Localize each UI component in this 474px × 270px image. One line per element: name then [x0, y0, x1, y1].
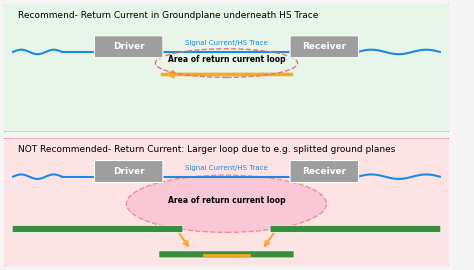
Text: Signal Current/HS Trace: Signal Current/HS Trace: [185, 165, 268, 171]
Text: Recommend- Return Current in Groundplane underneath HS Trace: Recommend- Return Current in Groundplane…: [18, 11, 318, 20]
FancyBboxPatch shape: [270, 225, 441, 232]
FancyBboxPatch shape: [290, 36, 358, 58]
Text: Area of return current loop: Area of return current loop: [168, 55, 285, 64]
Text: Receiver: Receiver: [302, 42, 346, 51]
FancyBboxPatch shape: [159, 251, 294, 258]
Text: Area of return current loop: Area of return current loop: [168, 196, 285, 205]
Text: Driver: Driver: [113, 167, 145, 176]
Text: Receiver: Receiver: [302, 167, 346, 176]
Text: NOT Recommended- Return Current: Larger loop due to e.g. splitted ground planes: NOT Recommended- Return Current: Larger …: [18, 145, 395, 154]
FancyBboxPatch shape: [290, 161, 358, 183]
FancyBboxPatch shape: [94, 161, 163, 183]
Text: Driver: Driver: [113, 42, 145, 51]
Text: Signal Current/HS Trace: Signal Current/HS Trace: [185, 40, 268, 46]
Ellipse shape: [127, 175, 327, 232]
FancyBboxPatch shape: [94, 36, 163, 58]
FancyBboxPatch shape: [2, 3, 451, 133]
FancyBboxPatch shape: [2, 137, 451, 267]
FancyBboxPatch shape: [12, 225, 183, 232]
